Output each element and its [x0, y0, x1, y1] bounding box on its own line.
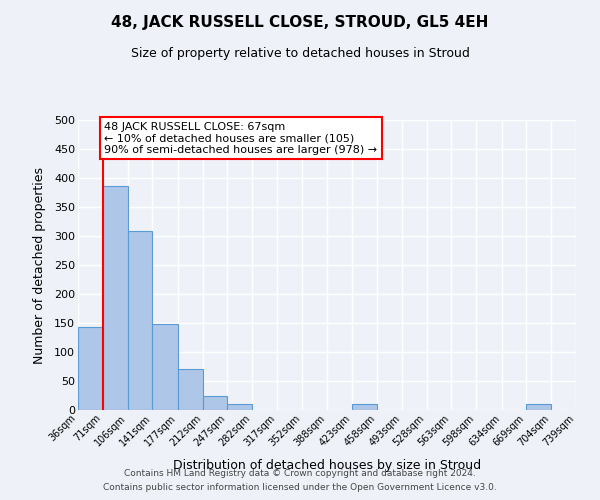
Bar [352, 404, 377, 410]
Text: 48 JACK RUSSELL CLOSE: 67sqm
← 10% of detached houses are smaller (105)
90% of s: 48 JACK RUSSELL CLOSE: 67sqm ← 10% of de… [104, 122, 377, 155]
Bar [227, 404, 252, 410]
Bar [78, 327, 103, 410]
Text: Contains public sector information licensed under the Open Government Licence v3: Contains public sector information licen… [103, 484, 497, 492]
Bar [128, 231, 152, 410]
Text: Size of property relative to detached houses in Stroud: Size of property relative to detached ho… [131, 48, 469, 60]
Y-axis label: Number of detached properties: Number of detached properties [33, 166, 46, 364]
Text: Contains HM Land Registry data © Crown copyright and database right 2024.: Contains HM Land Registry data © Crown c… [124, 468, 476, 477]
Bar [203, 396, 227, 410]
X-axis label: Distribution of detached houses by size in Stroud: Distribution of detached houses by size … [173, 459, 481, 472]
Bar [178, 370, 203, 410]
Text: 48, JACK RUSSELL CLOSE, STROUD, GL5 4EH: 48, JACK RUSSELL CLOSE, STROUD, GL5 4EH [112, 15, 488, 30]
Bar [576, 407, 600, 410]
Bar [103, 186, 128, 410]
Bar [152, 324, 178, 410]
Bar [526, 404, 551, 410]
